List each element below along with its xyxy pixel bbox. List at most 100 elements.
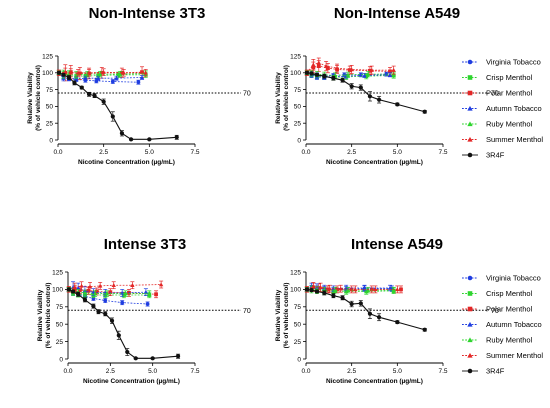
y-tick-label: 0 — [297, 356, 301, 363]
data-point — [345, 72, 351, 77]
legend-label: Crisp Menthol — [486, 289, 533, 298]
reference-line-label: 70 — [491, 90, 499, 97]
y-tick-label: 75 — [56, 304, 64, 311]
legend-marker — [467, 275, 473, 281]
legend-label: Virginia Tobacco — [486, 274, 541, 283]
data-point — [117, 71, 123, 76]
y-tick-label: 0 — [49, 137, 53, 144]
data-point — [87, 284, 93, 289]
data-point — [99, 70, 104, 75]
data-point — [364, 74, 369, 79]
data-point — [97, 283, 103, 288]
data-point — [128, 137, 134, 142]
data-point — [147, 291, 152, 296]
legend-item-3r4f: 3R4F — [462, 367, 505, 376]
data-point — [326, 287, 330, 292]
series-3r4f — [304, 70, 427, 114]
legend-item-crisp-menthol: Crisp Menthol — [462, 73, 533, 82]
data-point — [362, 73, 367, 78]
legend-label: Summer Menthol — [486, 351, 543, 360]
data-point — [373, 287, 378, 292]
x-tick-label: 2.5 — [99, 149, 108, 156]
data-point — [76, 292, 81, 297]
y-tick-label: 125 — [42, 53, 53, 60]
x-tick-label: 0.0 — [301, 149, 310, 156]
y-axis-title: Relative Viability — [27, 72, 34, 124]
legend-item-ruby-menthol: Ruby Menthol — [462, 336, 533, 345]
y-tick-label: 100 — [42, 70, 53, 77]
legend-marker — [467, 352, 473, 358]
legend-marker — [467, 306, 473, 312]
legend-label: Autumn Tobacco — [486, 104, 542, 113]
panel-title: Intense A549 — [351, 236, 443, 253]
panel-intense-3t3: Intense 3T3 0 25 50 75 100 125 0.0 2.5 5.0 7.5 Nico… — [37, 236, 251, 385]
data-point — [331, 293, 336, 298]
data-point — [130, 283, 135, 287]
data-point — [86, 70, 92, 75]
data-point — [388, 69, 392, 74]
data-point — [327, 286, 332, 291]
data-point — [331, 290, 336, 295]
data-point — [143, 289, 149, 294]
series-line — [68, 289, 148, 305]
data-point — [345, 287, 351, 292]
data-point — [340, 78, 345, 83]
panel-intense-a549: Intense A549 0 25 50 75 100 125 0.0 2.5 5.0 7.5 Nic… — [275, 236, 499, 385]
x-tick-label: 7.5 — [438, 368, 447, 375]
y-tick-label: 25 — [294, 121, 302, 128]
y-tick-label: 25 — [46, 121, 54, 128]
data-point — [79, 85, 84, 90]
data-point — [96, 309, 101, 314]
y-tick-label: 25 — [56, 339, 64, 346]
data-point — [349, 84, 354, 89]
y-tick-label: 50 — [46, 104, 54, 111]
legend-marker — [467, 152, 473, 158]
data-point — [143, 70, 148, 75]
data-point — [125, 349, 130, 355]
series-line — [306, 287, 392, 291]
legend-2: Virginia Tobacco Crisp Menthol Polar Menth… — [462, 274, 543, 376]
y-tick-label: 50 — [294, 322, 302, 329]
y-axis-title: (% of vehicle control) — [35, 65, 42, 131]
y-tick-label: 125 — [290, 53, 301, 60]
legend-marker — [467, 105, 473, 111]
data-point — [70, 289, 76, 294]
data-point — [139, 75, 145, 80]
data-point — [82, 290, 88, 295]
data-point — [68, 70, 73, 75]
legend-label: 3R4F — [486, 367, 505, 376]
data-point — [96, 75, 101, 80]
data-point — [123, 291, 128, 296]
series-line — [58, 72, 146, 76]
x-tick-label: 7.5 — [190, 149, 199, 156]
data-point — [119, 131, 125, 136]
series-line — [68, 286, 146, 294]
data-point — [422, 327, 427, 332]
data-point — [387, 72, 393, 77]
data-point — [101, 99, 106, 104]
x-tick-label: 2.5 — [347, 149, 356, 156]
data-point — [61, 72, 66, 77]
reference-line-label: 70 — [243, 308, 251, 315]
legend-label: Ruby Menthol — [486, 120, 533, 129]
data-point — [365, 71, 371, 76]
legend-item-autumn-tobacco: Autumn Tobacco — [462, 104, 542, 113]
data-point — [121, 70, 126, 75]
series-summer-menthol — [304, 57, 396, 76]
data-point — [340, 295, 345, 300]
legend-item-3r4f: 3R4F — [462, 151, 505, 160]
legend-marker — [467, 121, 473, 127]
y-tick-label: 50 — [294, 104, 302, 111]
data-point — [314, 289, 320, 294]
x-axis-title: Nicotine Concentration (µg/mL) — [326, 159, 423, 166]
x-tick-label: 0.0 — [63, 368, 72, 375]
data-point — [349, 67, 354, 72]
reference-line-label: 70 — [243, 90, 251, 97]
data-point — [92, 291, 98, 296]
data-point — [391, 287, 396, 292]
y-tick-label: 50 — [56, 322, 64, 329]
data-point — [347, 68, 352, 73]
x-axis-title: Nicotine Concentration (µg/mL) — [83, 378, 180, 385]
data-point — [304, 287, 310, 292]
